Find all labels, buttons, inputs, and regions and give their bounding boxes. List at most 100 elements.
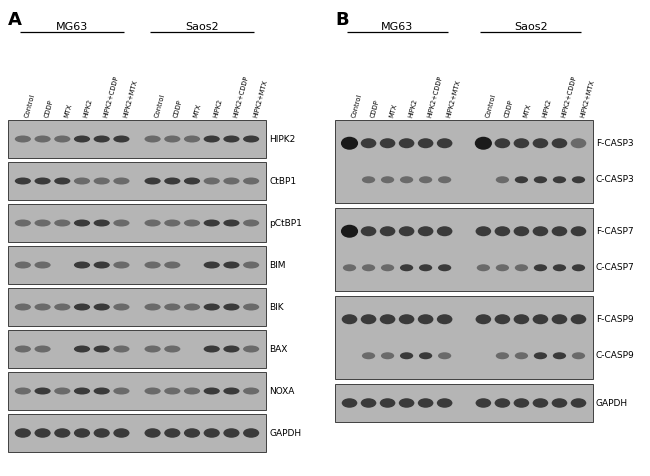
Bar <box>8 204 266 242</box>
Ellipse shape <box>399 398 415 408</box>
Bar <box>335 384 593 422</box>
Ellipse shape <box>361 138 376 148</box>
Ellipse shape <box>94 261 110 268</box>
Text: A: A <box>8 11 22 29</box>
Text: MTX: MTX <box>389 103 398 118</box>
Ellipse shape <box>34 178 51 185</box>
Ellipse shape <box>74 304 90 310</box>
Ellipse shape <box>514 314 529 324</box>
Ellipse shape <box>224 428 239 438</box>
Ellipse shape <box>532 138 548 148</box>
Ellipse shape <box>399 314 415 324</box>
Ellipse shape <box>54 428 70 438</box>
Ellipse shape <box>144 178 161 185</box>
Ellipse shape <box>553 176 566 183</box>
Text: BIK: BIK <box>269 303 283 311</box>
Text: GAPDH: GAPDH <box>596 398 628 407</box>
Ellipse shape <box>418 314 434 324</box>
Ellipse shape <box>341 137 358 150</box>
Ellipse shape <box>224 387 239 395</box>
Ellipse shape <box>15 387 31 395</box>
Ellipse shape <box>534 264 547 271</box>
Ellipse shape <box>418 226 434 236</box>
Text: HIPK2: HIPK2 <box>269 135 295 143</box>
Text: HIPK2+MTX: HIPK2+MTX <box>446 79 462 118</box>
Ellipse shape <box>532 398 548 408</box>
Ellipse shape <box>514 226 529 236</box>
Text: Control: Control <box>153 93 166 118</box>
Ellipse shape <box>113 428 129 438</box>
Ellipse shape <box>243 178 259 185</box>
Ellipse shape <box>113 136 129 142</box>
Ellipse shape <box>496 352 509 359</box>
Ellipse shape <box>534 176 547 183</box>
Bar <box>335 296 593 379</box>
Ellipse shape <box>400 264 413 271</box>
Text: Control: Control <box>24 93 36 118</box>
Ellipse shape <box>437 398 452 408</box>
Text: MTX: MTX <box>63 103 73 118</box>
Ellipse shape <box>203 304 220 310</box>
Ellipse shape <box>203 261 220 268</box>
Ellipse shape <box>164 261 180 268</box>
Ellipse shape <box>164 387 180 395</box>
Ellipse shape <box>532 226 548 236</box>
Ellipse shape <box>94 136 110 142</box>
Ellipse shape <box>113 178 129 185</box>
Text: Saos2: Saos2 <box>185 22 218 32</box>
Ellipse shape <box>144 428 161 438</box>
Ellipse shape <box>184 136 200 142</box>
Text: HIPK2+CDDP: HIPK2+CDDP <box>233 75 250 118</box>
Ellipse shape <box>74 219 90 227</box>
Ellipse shape <box>495 314 510 324</box>
Text: BAX: BAX <box>269 345 287 354</box>
Text: F-CASP9: F-CASP9 <box>596 315 634 324</box>
Text: HIPK2: HIPK2 <box>83 98 94 118</box>
Ellipse shape <box>380 138 395 148</box>
Text: Control: Control <box>350 93 363 118</box>
Ellipse shape <box>34 261 51 268</box>
Ellipse shape <box>571 138 586 148</box>
Ellipse shape <box>362 352 375 359</box>
Text: F-CASP7: F-CASP7 <box>596 227 634 236</box>
Ellipse shape <box>243 261 259 268</box>
Ellipse shape <box>571 314 586 324</box>
Ellipse shape <box>203 178 220 185</box>
Bar <box>8 120 266 158</box>
Ellipse shape <box>571 398 586 408</box>
Bar <box>8 162 266 200</box>
Ellipse shape <box>34 219 51 227</box>
Text: C-CASP3: C-CASP3 <box>596 175 635 184</box>
Bar <box>8 288 266 326</box>
Text: NOXA: NOXA <box>269 387 294 396</box>
Ellipse shape <box>343 264 356 271</box>
Ellipse shape <box>54 219 70 227</box>
Text: CDDP: CDDP <box>44 99 54 118</box>
Text: HIPK2+CDDP: HIPK2+CDDP <box>560 75 577 118</box>
Ellipse shape <box>553 264 566 271</box>
Ellipse shape <box>514 398 529 408</box>
Ellipse shape <box>94 178 110 185</box>
Ellipse shape <box>495 138 510 148</box>
Bar <box>8 330 266 368</box>
Ellipse shape <box>437 138 452 148</box>
Ellipse shape <box>438 352 451 359</box>
Ellipse shape <box>243 219 259 227</box>
Ellipse shape <box>54 136 70 142</box>
Ellipse shape <box>113 261 129 268</box>
Text: Control: Control <box>484 93 497 118</box>
Ellipse shape <box>437 314 452 324</box>
Text: B: B <box>335 11 348 29</box>
Ellipse shape <box>361 226 376 236</box>
Ellipse shape <box>224 136 239 142</box>
Ellipse shape <box>476 314 491 324</box>
Ellipse shape <box>15 136 31 142</box>
Text: F-CASP3: F-CASP3 <box>596 139 634 148</box>
Ellipse shape <box>203 136 220 142</box>
Ellipse shape <box>476 398 491 408</box>
Ellipse shape <box>15 304 31 310</box>
Text: MG63: MG63 <box>56 22 88 32</box>
Ellipse shape <box>184 387 200 395</box>
Ellipse shape <box>184 219 200 227</box>
Ellipse shape <box>399 138 415 148</box>
